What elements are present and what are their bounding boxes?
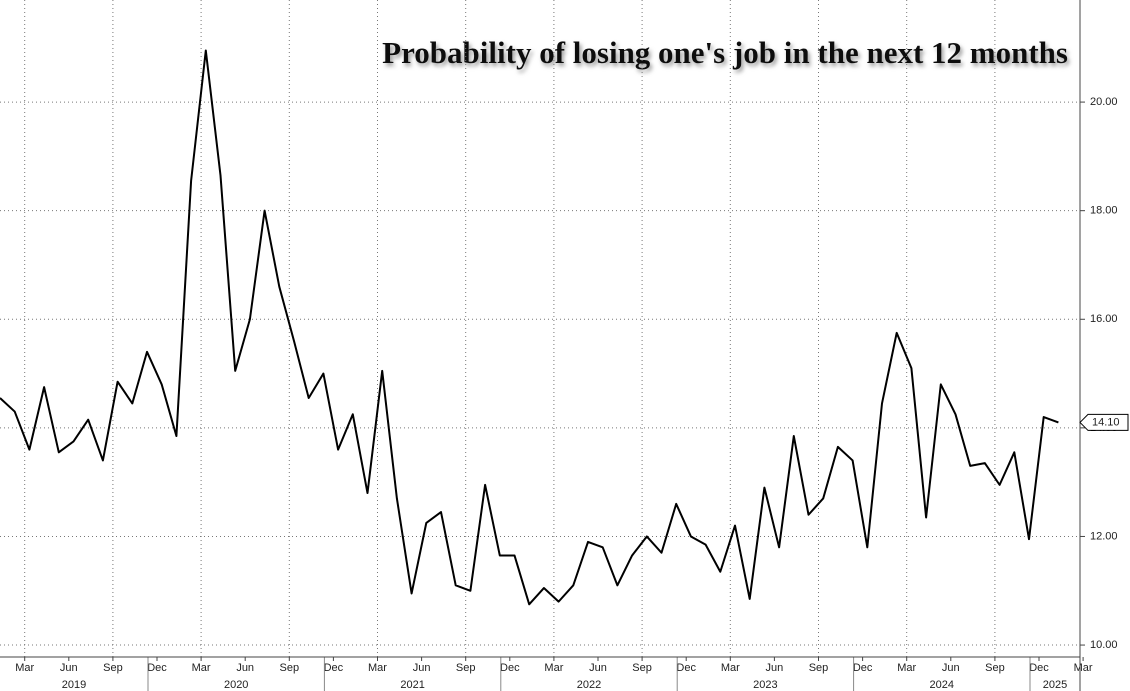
x-tick-label: Dec (500, 662, 520, 674)
y-tick-label: 16.00 (1090, 313, 1118, 325)
x-tick-label: Sep (456, 662, 476, 674)
x-tick-label: Jun (766, 662, 784, 674)
last-value-box (1079, 413, 1129, 431)
y-tick-label: 10.00 (1090, 639, 1118, 651)
x-tick-label: Mar (192, 662, 211, 674)
x-tick-label: Sep (632, 662, 652, 674)
x-tick-label: Mar (368, 662, 387, 674)
year-label: 2019 (62, 679, 86, 691)
x-tick-label: Sep (103, 662, 123, 674)
x-tick-label: Dec (1029, 662, 1049, 674)
x-tick-label: Mar (544, 662, 563, 674)
x-tick-label: Jun (589, 662, 607, 674)
x-tick-label: Dec (324, 662, 344, 674)
chart-title: Probability of losing one's job in the n… (382, 35, 1068, 70)
x-tick-label: Mar (721, 662, 740, 674)
year-label: 2024 (930, 679, 954, 691)
last-value-label: 14.10 (1092, 416, 1120, 428)
x-tick-label: Jun (942, 662, 960, 674)
y-tick-label: 12.00 (1090, 530, 1118, 542)
y-tick-label: 20.00 (1090, 96, 1118, 108)
x-tick-label: Jun (60, 662, 78, 674)
year-label: 2023 (753, 679, 777, 691)
x-tick-label: Jun (236, 662, 254, 674)
year-label: 2021 (400, 679, 424, 691)
y-tick-label: 18.00 (1090, 205, 1118, 217)
x-tick-label: Sep (280, 662, 300, 674)
x-tick-label: Mar (897, 662, 916, 674)
x-tick-label: Dec (147, 662, 167, 674)
x-tick-label: Dec (676, 662, 696, 674)
x-tick-label: Mar (1074, 662, 1093, 674)
x-tick-label: Sep (985, 662, 1005, 674)
x-tick-label: Dec (853, 662, 873, 674)
year-label: 2022 (577, 679, 601, 691)
x-tick-label: Sep (809, 662, 829, 674)
x-tick-label: Mar (15, 662, 34, 674)
series-line (0, 49, 1059, 606)
year-label: 2025 (1043, 679, 1067, 691)
year-label: 2020 (224, 679, 248, 691)
x-tick-label: Jun (413, 662, 431, 674)
